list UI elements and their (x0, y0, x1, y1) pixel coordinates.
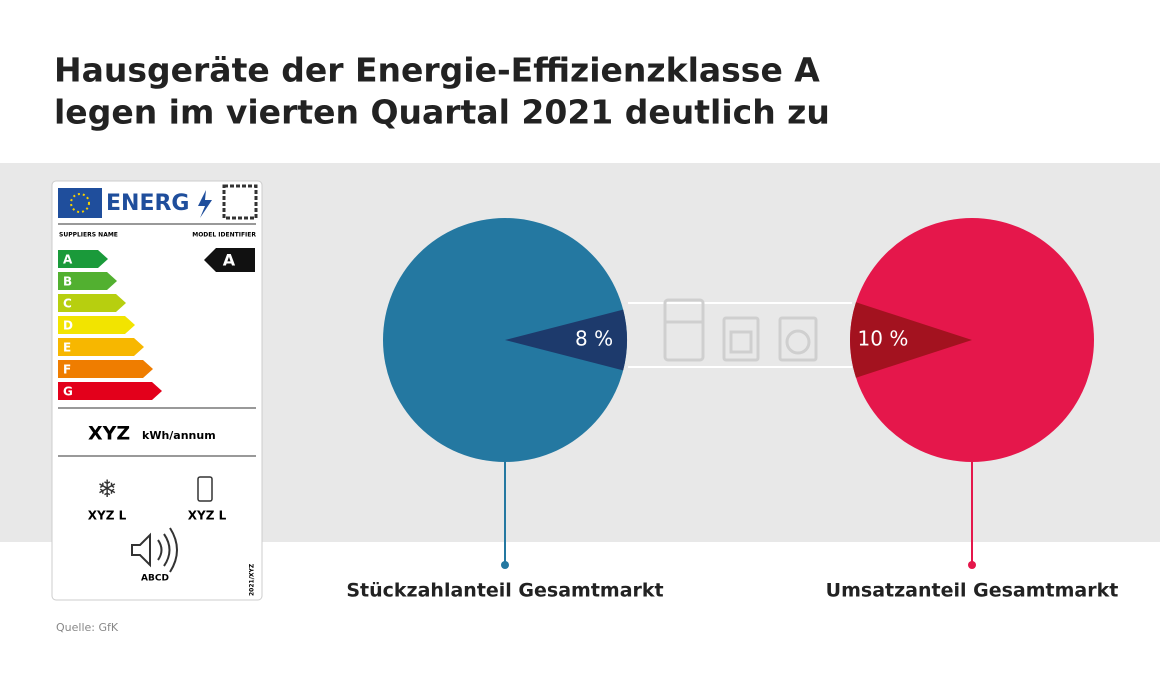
bolt (198, 190, 212, 218)
class-letter: A (63, 253, 73, 267)
class-arrow (58, 338, 144, 356)
class-arrow (58, 316, 135, 334)
class-letter: G (63, 385, 73, 399)
source: Quelle: GfK (56, 621, 119, 634)
speaker (131, 532, 151, 568)
class-letter: E (63, 341, 71, 355)
pie-slice (850, 302, 972, 378)
class-arrow (58, 294, 126, 312)
eu-stars (70, 193, 90, 213)
class-letter: F (63, 363, 71, 377)
supplier: SUPPLIERS NAME (59, 232, 118, 239)
brand: ENERG (106, 191, 189, 216)
class-arrow (58, 250, 108, 268)
pie-slice (505, 309, 627, 371)
pie-label: Umsatzanteil Gesamtmarkt (826, 580, 1119, 602)
class-letter: D (63, 319, 73, 333)
class-arrow (58, 360, 153, 378)
consumption: XYZ (88, 423, 130, 445)
appliance-icons (663, 298, 818, 362)
stem-dot (501, 561, 509, 569)
value-label: 8 % (575, 327, 613, 351)
class-arrow (58, 272, 117, 290)
rating: A (223, 251, 236, 270)
class-letter: B (63, 275, 72, 289)
value-label: 10 % (858, 327, 909, 351)
title-line: legen im vierten Quartal 2021 deutlich z… (54, 93, 830, 132)
class-arrow (58, 382, 162, 400)
fridge: XYZ L (188, 509, 227, 523)
eu-flag (58, 188, 102, 218)
pie-label: Stückzahlanteil Gesamtmarkt (346, 580, 663, 602)
qr-code (222, 184, 258, 220)
consumption-unit: kWh/annum (142, 429, 216, 442)
title-line: Hausgeräte der Energie-Effizienzklasse A (54, 51, 820, 90)
stem-dot (968, 561, 976, 569)
energy-label: ENERG SUPPLIERS NAME MODEL IDENTIFIER AB… (51, 180, 263, 601)
rating-arrow (204, 248, 255, 272)
class-letter: C (63, 297, 72, 311)
sound-waves (157, 527, 178, 573)
model: MODEL IDENTIFIER (192, 232, 256, 239)
snowflake: ❄ (97, 475, 117, 503)
bottle (197, 476, 213, 502)
freezer: XYZ L (88, 509, 127, 523)
regulation: 2021/XYZ (249, 563, 256, 596)
noise-class: ABCD (141, 574, 169, 584)
